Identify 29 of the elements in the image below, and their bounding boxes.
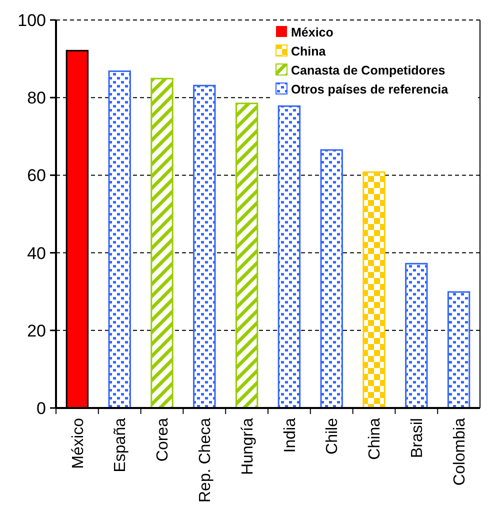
bar (362, 171, 386, 409)
legend-label: México (291, 25, 334, 40)
x-tick-label: China (366, 418, 384, 460)
y-tick-label: 60 (27, 166, 46, 186)
x-tick-label: Chile (324, 418, 342, 454)
x-tick-label: México (70, 418, 87, 469)
x-tick-label: Rep. Checa (197, 418, 214, 502)
bar (193, 84, 216, 409)
legend-label: Otros países de referencia (291, 82, 450, 96)
bar (108, 70, 131, 409)
y-tick-label: 0 (36, 398, 46, 418)
bar (447, 291, 470, 409)
legend-label: Canasta de Competidores (291, 63, 446, 78)
x-tick-label: India (282, 418, 299, 453)
x-tick-label: Brasil (409, 418, 426, 458)
y-tick-label: 80 (27, 88, 46, 108)
bar (278, 105, 301, 409)
bar (320, 149, 343, 409)
bar (235, 102, 258, 409)
y-tick-label: 40 (27, 244, 46, 263)
legend-label: China (291, 44, 327, 58)
y-tick-label: 100 (18, 10, 46, 30)
x-tick-label: Corea (154, 418, 172, 462)
y-tick-label: 20 (27, 321, 46, 340)
x-tick-label: Hungría (239, 418, 256, 475)
x-tick-label: España (112, 418, 130, 472)
x-tick-label: Colombia (451, 418, 468, 486)
bar (405, 262, 428, 409)
bar (150, 78, 174, 409)
